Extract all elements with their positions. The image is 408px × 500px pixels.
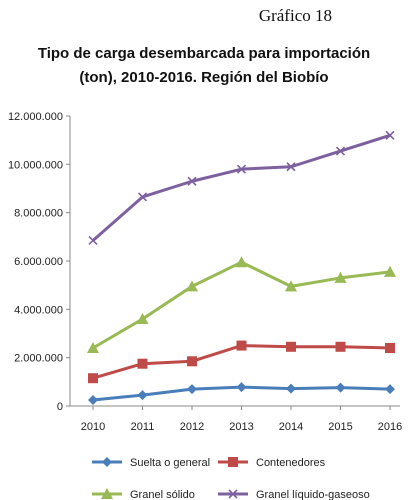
series-1 bbox=[88, 382, 395, 405]
legend-entry: Granel sólido bbox=[92, 488, 195, 500]
series-3 bbox=[87, 256, 396, 353]
data-point-square bbox=[385, 343, 395, 353]
y-tick-label: 4.000.000 bbox=[14, 304, 63, 316]
data-point-diamond bbox=[88, 394, 98, 405]
chart-title: Tipo de carga desembarcada para importac… bbox=[0, 42, 408, 90]
data-point-diamond bbox=[187, 384, 197, 395]
data-point-square bbox=[286, 341, 296, 352]
data-point-triangle bbox=[87, 342, 99, 353]
x-tick-label: 2015 bbox=[328, 421, 352, 433]
legend-layer: Suelta o general Contenedores Granel sólid… bbox=[92, 457, 370, 500]
series-line bbox=[92, 260, 391, 350]
data-point-x-stroke bbox=[286, 162, 296, 172]
data-point-triangle bbox=[136, 313, 149, 324]
data-point-diamond bbox=[385, 384, 395, 395]
chart-title-line-2: (ton), 2010-2016. Región del Biobío bbox=[79, 69, 329, 86]
data-point-x bbox=[385, 130, 395, 140]
legend-entry: Contenedores bbox=[218, 457, 326, 469]
x-tick-label: 2012 bbox=[180, 421, 204, 433]
legend-label: Granel líquido-gaseoso bbox=[256, 489, 370, 500]
data-point-x-stroke bbox=[88, 235, 98, 246]
x-tick-label: 2011 bbox=[131, 421, 155, 433]
y-tick-label: 8.000.000 bbox=[14, 208, 63, 220]
data-point-x bbox=[335, 146, 346, 156]
data-point-x-stroke bbox=[228, 489, 238, 499]
data-point-triangle bbox=[384, 265, 396, 277]
chart-title-line-1: Tipo de carga desembarcada para importac… bbox=[37, 45, 371, 62]
series-line bbox=[92, 133, 391, 242]
x-tick-label: 2010 bbox=[81, 421, 105, 433]
data-point-square bbox=[137, 358, 148, 369]
data-point-x-stroke bbox=[236, 164, 247, 174]
y-tick-label: 2.000.000 bbox=[14, 353, 63, 365]
axis-layer: 0 2.000.000 4.000.000 6.000.000 8.000.000 10.… bbox=[8, 111, 402, 433]
data-point-diamond bbox=[335, 382, 346, 393]
data-point-x bbox=[228, 489, 238, 499]
legend-entry: Suelta o general bbox=[92, 457, 210, 469]
y-tick-label: 12.000.000 bbox=[8, 111, 63, 123]
data-point-x-stroke bbox=[385, 130, 395, 140]
legend-label: Suelta o general bbox=[130, 457, 210, 469]
data-point-diamond bbox=[286, 383, 296, 394]
data-point-x bbox=[286, 162, 296, 172]
y-tick-label: 0 bbox=[57, 401, 63, 413]
data-point-triangle bbox=[235, 256, 248, 268]
figure-caption: Gráfico 18 bbox=[258, 6, 332, 25]
data-point-triangle bbox=[186, 280, 198, 292]
data-point-square bbox=[187, 356, 197, 367]
x-tick-label: 2016 bbox=[378, 421, 402, 433]
series-4 bbox=[88, 130, 395, 246]
data-point-x bbox=[137, 192, 148, 202]
x-tick-label: 2013 bbox=[229, 421, 253, 433]
data-point-triangle bbox=[334, 271, 347, 283]
data-point-x-stroke bbox=[187, 176, 197, 186]
series-layer bbox=[87, 130, 396, 405]
data-point-diamond bbox=[137, 390, 148, 401]
data-point-triangle bbox=[285, 280, 297, 292]
data-point-square bbox=[236, 340, 247, 351]
x-tick-label: 2014 bbox=[279, 421, 303, 433]
data-point-x bbox=[187, 176, 197, 186]
data-point-square bbox=[228, 457, 238, 467]
data-point-triangle bbox=[101, 488, 113, 499]
data-point-square bbox=[335, 341, 346, 352]
series-2 bbox=[88, 340, 395, 384]
data-point-diamond bbox=[236, 382, 247, 393]
y-tick-label: 6.000.000 bbox=[14, 256, 63, 268]
data-point-square bbox=[88, 373, 98, 384]
data-point-x-stroke bbox=[137, 192, 148, 202]
y-tick-label: 10.000.000 bbox=[8, 159, 63, 171]
data-point-x-stroke bbox=[335, 146, 346, 156]
legend-label: Contenedores bbox=[256, 457, 326, 469]
data-point-diamond bbox=[102, 457, 112, 467]
data-point-x bbox=[236, 164, 247, 174]
data-point-x bbox=[88, 235, 98, 246]
legend-entry: Granel líquido-gaseoso bbox=[218, 489, 370, 500]
legend-label: Granel sólido bbox=[130, 489, 195, 500]
